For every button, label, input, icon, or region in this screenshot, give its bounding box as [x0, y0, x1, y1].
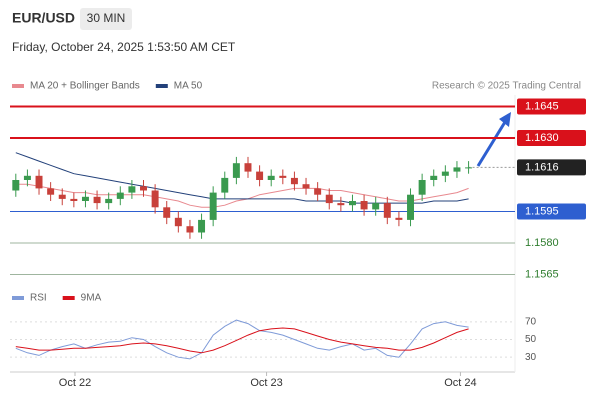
- y-tick-label: 70: [525, 316, 537, 327]
- x-tick-label: Oct 24: [444, 377, 476, 389]
- x-tick-label: Oct 22: [59, 377, 91, 389]
- candle-body: [302, 184, 310, 189]
- symbol: EUR/USD: [12, 10, 75, 26]
- candle-body: [337, 203, 345, 206]
- level-box: [517, 130, 586, 146]
- candle-body: [232, 163, 240, 178]
- candle-body: [256, 171, 264, 180]
- candle-body: [140, 186, 147, 191]
- candle-body: [279, 175, 287, 178]
- candle-body: [418, 180, 426, 195]
- legend-swatch: [155, 84, 168, 88]
- candle-body: [465, 167, 473, 169]
- candle-body: [221, 177, 229, 193]
- candle-body: [383, 203, 391, 218]
- candle-body: [174, 217, 182, 227]
- candle-body: [372, 203, 380, 210]
- candle-body: [360, 201, 368, 210]
- candle-body: [430, 175, 438, 180]
- candle-body: [12, 180, 20, 191]
- level-label: 1.1616: [525, 161, 559, 173]
- level-box: [517, 159, 586, 176]
- candle-body: [441, 171, 449, 176]
- forecast-arrow: [476, 121, 507, 167]
- timeframe: 30 MIN: [87, 11, 126, 25]
- candle-body: [267, 175, 275, 180]
- level-label: 1.1630: [525, 132, 559, 144]
- legend-label: MA 20 + Bollinger Bands: [30, 81, 140, 92]
- legend-swatch: [12, 296, 24, 300]
- candle-body: [186, 226, 194, 233]
- candle-body: [23, 175, 31, 180]
- y-tick-label: 50: [525, 334, 537, 345]
- legend-label: 9MA: [81, 293, 102, 304]
- candle-body: [244, 163, 252, 172]
- candle-body: [325, 194, 333, 204]
- series-line: [15, 152, 469, 204]
- candle-body: [35, 175, 43, 189]
- legend-swatch: [62, 296, 75, 300]
- level-label: 1.1595: [525, 205, 559, 217]
- candle-body: [105, 198, 113, 204]
- level-label: 1.1565: [525, 268, 559, 280]
- y-tick-label: 30: [525, 352, 537, 363]
- candle-body: [348, 201, 356, 206]
- candle-body: [198, 219, 206, 233]
- arrow-head: [499, 112, 511, 127]
- candle-body: [47, 188, 55, 195]
- x-tick-label: Oct 23: [250, 377, 282, 389]
- candle-body: [395, 217, 403, 220]
- legend-label: RSI: [30, 293, 47, 304]
- candle-body: [128, 186, 136, 193]
- candle-body: [151, 190, 159, 208]
- candle-body: [453, 167, 461, 172]
- legend-swatch: [12, 84, 24, 88]
- candle-body: [290, 177, 298, 185]
- candle-body: [58, 194, 66, 199]
- level-box: [517, 203, 586, 220]
- legend-label: MA 50: [174, 81, 203, 92]
- series-line: [15, 319, 469, 360]
- candle-body: [81, 196, 89, 201]
- series-line: [15, 183, 469, 208]
- candle-body: [407, 194, 414, 220]
- candle-body: [93, 196, 101, 204]
- source: Research © 2025 Trading Central: [432, 81, 581, 92]
- candle-body: [209, 192, 217, 220]
- timeframe-box: [80, 8, 132, 30]
- level-label: 1.1645: [525, 100, 559, 112]
- candle-body: [163, 207, 171, 218]
- candle-body: [70, 198, 78, 201]
- date: Friday, October 24, 2025 1:53:50 AM CET: [12, 40, 236, 54]
- candle-body: [116, 192, 124, 199]
- candle-body: [314, 188, 322, 195]
- level-box: [517, 98, 586, 115]
- series-line: [15, 327, 469, 354]
- level-label: 1.1580: [525, 237, 559, 249]
